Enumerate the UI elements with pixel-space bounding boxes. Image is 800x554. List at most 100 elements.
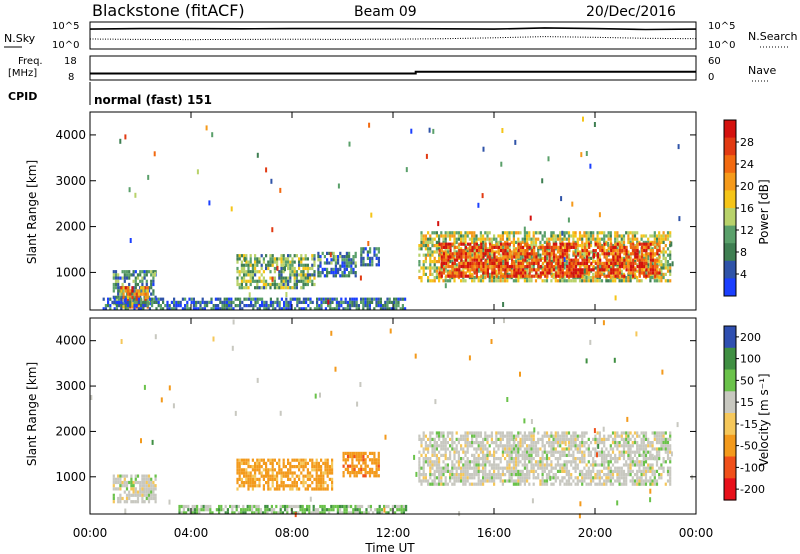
scatter-cell (484, 466, 487, 470)
scatter-cell (321, 271, 324, 275)
scatter-cell (395, 304, 398, 308)
scatter-cell (526, 245, 529, 249)
scatter-cell (457, 473, 460, 477)
scatter-cell (424, 240, 427, 244)
scatter-cell (177, 304, 180, 308)
scatter-cell (236, 304, 239, 308)
scatter-cell (346, 464, 350, 468)
y-tick-label: 3000 (55, 174, 86, 188)
scatter-cell (611, 457, 615, 461)
scatter-cell (269, 300, 272, 304)
scatter-cell (431, 437, 434, 441)
scatter-cell (238, 465, 241, 469)
scatter-cell (464, 479, 467, 483)
scatter-cell (523, 269, 526, 273)
scatter-cell (480, 274, 483, 278)
scatter-cell (559, 469, 562, 473)
scatter-cell (260, 279, 263, 283)
scatter-cell (576, 479, 579, 483)
scatter-cell (313, 477, 316, 481)
scatter-cell (625, 476, 628, 480)
scatter-cell (506, 479, 509, 483)
scatter-cell (440, 447, 443, 451)
scatter-cell (534, 447, 538, 451)
scatter-cell (240, 484, 243, 488)
scatter-cell (449, 249, 452, 253)
scatter-cell (636, 463, 639, 467)
scatter-cell (664, 256, 667, 260)
scatter-cell (528, 437, 531, 441)
scatter-cell (139, 490, 142, 494)
scatter-cell (539, 258, 542, 262)
scatter-cell (159, 307, 162, 311)
scatter-cell (662, 231, 665, 235)
scatter-cell (346, 458, 350, 462)
scatter-cell (541, 266, 544, 270)
scatter-cell (135, 304, 138, 308)
scatter-cell (671, 261, 674, 267)
scatter-cell (289, 260, 292, 264)
scatter-cell (208, 200, 211, 206)
scatter-cell (460, 271, 463, 275)
scatter-cell (130, 477, 133, 481)
scatter-cell (570, 447, 573, 451)
scatter-cell (267, 304, 270, 308)
scatter-cell (537, 431, 540, 435)
scatter-cell (350, 267, 353, 271)
scatter-cell (249, 260, 252, 264)
scatter-cell (600, 237, 604, 241)
scatter-cell (550, 441, 553, 445)
scatter-cell (329, 300, 332, 304)
scatter-cell (611, 447, 615, 451)
scatter-cell (517, 482, 520, 486)
scatter-cell (567, 469, 571, 473)
scatter-cell (386, 304, 389, 308)
scatter-cell (655, 269, 659, 273)
scatter-cell (633, 473, 637, 477)
scatter-cell (475, 473, 478, 477)
scatter-cell (510, 240, 513, 244)
scatter-cell (240, 461, 243, 465)
scatter-cell (521, 473, 524, 477)
scatter-cell (319, 258, 322, 262)
scatter-cell (112, 496, 115, 501)
scatter-cell (636, 476, 639, 480)
scatter-cell (627, 450, 630, 454)
scatter-cell (239, 304, 242, 308)
scatter-cell (632, 258, 635, 262)
scatter-cell (568, 268, 571, 272)
scatter-cell (482, 479, 485, 483)
scatter-cell (444, 476, 447, 480)
scatter-cell (429, 444, 432, 448)
scatter-cell (521, 457, 524, 461)
scatter-cell (501, 434, 504, 438)
scatter-cell (484, 457, 487, 461)
scatter-cell (618, 249, 622, 253)
scatter-cell (307, 297, 310, 301)
scatter-cell (533, 261, 536, 265)
scatter-cell (284, 484, 287, 488)
scatter-cell (493, 276, 496, 280)
scatter-cell (585, 441, 588, 445)
scatter-cell (508, 255, 511, 259)
scatter-cell (109, 297, 112, 301)
scatter-cell (455, 231, 458, 235)
scatter-cell (460, 469, 463, 473)
scatter-cell (515, 263, 518, 267)
scatter-cell (460, 466, 463, 470)
scatter-cell (486, 473, 489, 477)
scatter-cell (262, 260, 265, 264)
scatter-cell (521, 434, 524, 438)
scatter-cell (460, 261, 463, 265)
scatter-cell (331, 468, 334, 472)
scatter-cell (585, 268, 589, 272)
scatter-cell (195, 300, 198, 304)
scatter-cell (466, 234, 469, 238)
scatter-cell (594, 437, 597, 441)
scatter-cell (446, 231, 449, 235)
scatter-cell (640, 444, 643, 448)
scatter-cell (331, 481, 334, 485)
scatter-cell (567, 460, 571, 464)
scatter-cell (168, 304, 171, 308)
scatter-cell (622, 234, 626, 238)
